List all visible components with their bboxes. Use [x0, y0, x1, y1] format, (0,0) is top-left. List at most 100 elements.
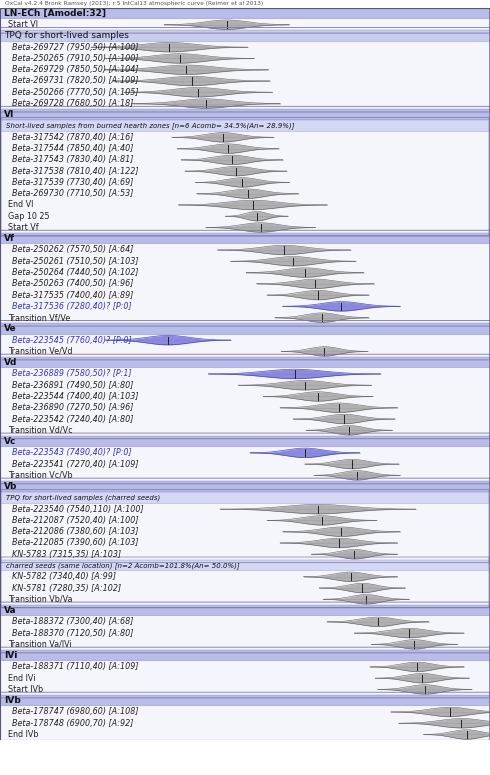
Text: Beta-317542 (7870,40) [A:16]: Beta-317542 (7870,40) [A:16]: [12, 133, 134, 142]
Bar: [0, 323, 490, 335]
Bar: [0, 425, 490, 436]
Bar: [0, 256, 490, 267]
Text: VI: VI: [4, 110, 14, 119]
Bar: [0, 87, 490, 98]
Text: Beta-250263 (7400,50) [A:96]: Beta-250263 (7400,50) [A:96]: [12, 279, 134, 288]
Bar: [0, 537, 490, 549]
Text: Beta-223545 (7760,40)? [P:0]: Beta-223545 (7760,40)? [P:0]: [12, 336, 132, 345]
Text: Beta-236891 (7490,50) [A:80]: Beta-236891 (7490,50) [A:80]: [12, 381, 134, 390]
Text: Beta-269728 (7680,50) [A:18]: Beta-269728 (7680,50) [A:18]: [12, 99, 134, 108]
Bar: [0, 357, 490, 368]
Bar: [0, 470, 490, 481]
Text: Beta-250266 (7770,50) [A:105]: Beta-250266 (7770,50) [A:105]: [12, 88, 139, 97]
Text: Beta-269731 (7820,50) [A:109]: Beta-269731 (7820,50) [A:109]: [12, 77, 139, 85]
Bar: [0, 244, 490, 256]
Text: LN-ECh [Amodel:32]: LN-ECh [Amodel:32]: [4, 9, 106, 18]
Bar: [0, 64, 490, 75]
Text: Va: Va: [4, 606, 17, 615]
Bar: [0, 188, 490, 199]
Text: Vb: Vb: [4, 482, 18, 491]
Bar: [0, 571, 490, 582]
Bar: [0, 526, 490, 537]
Text: KN-5783 (7315,35) [A:103]: KN-5783 (7315,35) [A:103]: [12, 549, 122, 559]
Text: Beta-250261 (7510,50) [A:103]: Beta-250261 (7510,50) [A:103]: [12, 257, 139, 266]
Text: Beta-236890 (7270,50) [A:96]: Beta-236890 (7270,50) [A:96]: [12, 403, 134, 412]
Text: TPQ for short-lived samples: TPQ for short-lived samples: [4, 32, 129, 40]
Bar: [0, 380, 490, 391]
Text: Beta-317544 (7850,40) [A:40]: Beta-317544 (7850,40) [A:40]: [12, 144, 134, 153]
Text: Beta-317543 (7830,40) [A:81]: Beta-317543 (7830,40) [A:81]: [12, 155, 134, 164]
Bar: [0, 120, 490, 132]
Text: IVi: IVi: [4, 651, 18, 660]
Text: End IVi: End IVi: [8, 673, 36, 683]
Text: KN-5782 (7340,40) [A:99]: KN-5782 (7340,40) [A:99]: [12, 572, 116, 581]
Text: Beta-250265 (7910,50) [A:100]: Beta-250265 (7910,50) [A:100]: [12, 54, 139, 63]
Text: Transition Vf/Ve: Transition Vf/Ve: [8, 313, 71, 322]
Bar: [0, 301, 490, 312]
Bar: [0, 109, 490, 120]
Text: Transition Va/IVi: Transition Va/IVi: [8, 640, 72, 649]
Text: Vf: Vf: [4, 234, 15, 243]
Text: Beta-317536 (7280,40)? [P:0]: Beta-317536 (7280,40)? [P:0]: [12, 301, 132, 311]
Bar: [0, 368, 490, 380]
Bar: [0, 560, 490, 571]
Text: Beta-236889 (7580,50)? [P:1]: Beta-236889 (7580,50)? [P:1]: [12, 370, 132, 378]
Bar: [0, 628, 490, 639]
Text: Beta-269727 (7950,50) [A:100]: Beta-269727 (7950,50) [A:100]: [12, 43, 139, 52]
Text: End VI: End VI: [8, 201, 33, 209]
Text: Beta-212085 (7390,60) [A:103]: Beta-212085 (7390,60) [A:103]: [12, 539, 139, 547]
Bar: [0, 289, 490, 301]
Text: IVb: IVb: [4, 696, 21, 705]
Bar: [0, 459, 490, 470]
Bar: [0, 639, 490, 650]
Bar: [0, 8, 490, 19]
Bar: [0, 53, 490, 64]
Text: Beta-317538 (7810,40) [A:122]: Beta-317538 (7810,40) [A:122]: [12, 167, 139, 176]
Text: Beta-250264 (7440,50) [A:102]: Beta-250264 (7440,50) [A:102]: [12, 268, 139, 277]
Bar: [0, 695, 490, 706]
Text: KN-5781 (7280,35) [A:102]: KN-5781 (7280,35) [A:102]: [12, 584, 122, 593]
Bar: [0, 605, 490, 616]
Bar: [0, 98, 490, 109]
Bar: [0, 42, 490, 53]
Text: Vd: Vd: [4, 358, 18, 367]
Bar: [0, 684, 490, 695]
Bar: [0, 436, 490, 447]
Text: Beta-223542 (7240,40) [A:80]: Beta-223542 (7240,40) [A:80]: [12, 415, 134, 423]
Bar: [0, 222, 490, 233]
Bar: [0, 75, 490, 87]
Text: Short-lived samples from burned hearth zones [n=6 Acomb= 34.5%(An= 28.9%)]: Short-lived samples from burned hearth z…: [6, 122, 294, 129]
Bar: [0, 515, 490, 526]
Bar: [0, 233, 490, 244]
Bar: [0, 673, 490, 684]
Text: Start VI: Start VI: [8, 20, 38, 29]
Bar: [0, 661, 490, 673]
Text: Beta-223541 (7270,40) [A:109]: Beta-223541 (7270,40) [A:109]: [12, 460, 139, 469]
Text: Beta-250262 (7570,50) [A:64]: Beta-250262 (7570,50) [A:64]: [12, 246, 134, 254]
Bar: [0, 19, 490, 30]
Text: Beta-223543 (7490,40)? [P:0]: Beta-223543 (7490,40)? [P:0]: [12, 448, 132, 457]
Text: Start IVb: Start IVb: [8, 685, 43, 694]
Bar: [0, 447, 490, 459]
Text: Gap 10 25: Gap 10 25: [8, 212, 50, 221]
Bar: [0, 402, 490, 413]
Bar: [0, 706, 490, 718]
Bar: [0, 594, 490, 605]
Bar: [0, 132, 490, 143]
Bar: [0, 30, 490, 42]
Bar: [0, 504, 490, 515]
Bar: [0, 728, 490, 740]
Text: Beta-212086 (7380,60) [A:103]: Beta-212086 (7380,60) [A:103]: [12, 527, 139, 536]
Text: Transition Ve/Vd: Transition Ve/Vd: [8, 347, 73, 356]
Text: Beta-178748 (6900,70) [A:92]: Beta-178748 (6900,70) [A:92]: [12, 718, 134, 728]
Text: charred seeds (same location) [n=2 Acomb=101.8%(An= 50.0%)]: charred seeds (same location) [n=2 Acomb…: [6, 562, 240, 569]
Text: Beta-188370 (7120,50) [A:80]: Beta-188370 (7120,50) [A:80]: [12, 629, 134, 638]
Bar: [0, 492, 490, 504]
Bar: [0, 199, 490, 211]
Bar: [0, 166, 490, 177]
Text: Beta-223540 (7540,110) [A:100]: Beta-223540 (7540,110) [A:100]: [12, 505, 144, 514]
Bar: [0, 391, 490, 402]
Text: Ve: Ve: [4, 325, 17, 333]
Bar: [0, 211, 490, 222]
Bar: [0, 413, 490, 425]
